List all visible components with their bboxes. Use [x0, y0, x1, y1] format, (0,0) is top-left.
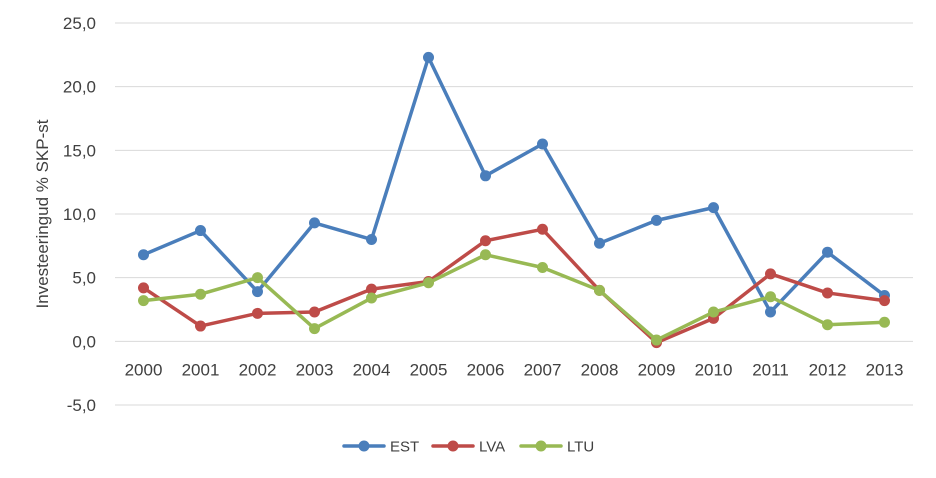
x-tick-label: 2002 — [239, 360, 277, 379]
legend-item-lva: LVA — [431, 439, 505, 456]
gridlines — [115, 22, 913, 406]
legend-label-lva: LVA — [479, 439, 505, 456]
series-est — [138, 51, 890, 318]
x-tick-label: 2010 — [695, 360, 733, 379]
data-point-lva — [195, 320, 206, 332]
data-point-ltu — [480, 249, 491, 261]
y-tick-label: 10,0 — [63, 205, 96, 224]
x-tick-label: 2005 — [410, 360, 448, 379]
data-point-est — [651, 214, 662, 226]
y-tick-label: 5,0 — [72, 269, 96, 288]
series-line-est — [141, 55, 887, 314]
data-point-ltu — [423, 277, 434, 289]
data-point-est — [537, 138, 548, 150]
x-axis-ticks: 2000 2001 2002 2003 2004 2005 2006 2007 2008 2009… — [125, 360, 904, 379]
data-point-est — [594, 237, 605, 249]
data-point-lva — [879, 295, 890, 307]
data-point-ltu — [879, 316, 890, 328]
data-point-ltu — [651, 334, 662, 346]
y-axis-ticks: -5,0 0,0 5,0 10,0 15,0 20,0 25,0 — [63, 14, 96, 415]
data-point-est — [138, 249, 149, 261]
data-point-ltu — [195, 288, 206, 300]
x-tick-label: 2000 — [125, 360, 163, 379]
data-point-ltu — [309, 323, 320, 335]
series-line-lva — [141, 227, 887, 345]
data-point-lva — [309, 306, 320, 318]
x-tick-label: 2007 — [524, 360, 562, 379]
legend: EST LVA LTU — [342, 439, 594, 456]
data-point-est — [423, 51, 434, 63]
data-point-est — [309, 217, 320, 229]
data-point-ltu — [537, 261, 548, 273]
data-point-ltu — [138, 295, 149, 307]
y-axis-title: Investeeringud % SKP-st — [33, 119, 52, 308]
data-point-ltu — [708, 306, 719, 318]
data-point-lva — [822, 287, 833, 299]
legend-label-ltu: LTU — [567, 439, 594, 456]
y-tick-label: 15,0 — [63, 141, 96, 160]
data-point-est — [822, 246, 833, 258]
x-tick-label: 2011 — [752, 360, 789, 379]
data-point-est — [366, 233, 377, 245]
legend-marker-est — [358, 440, 370, 452]
data-point-est — [480, 170, 491, 182]
x-tick-label: 2012 — [809, 360, 847, 379]
x-tick-label: 2006 — [467, 360, 505, 379]
data-point-lva — [480, 235, 491, 247]
series — [138, 51, 890, 349]
series-ltu — [138, 249, 890, 346]
data-point-ltu — [252, 272, 263, 284]
data-point-lva — [765, 268, 776, 280]
series-line-ltu — [141, 252, 887, 342]
data-point-ltu — [765, 291, 776, 303]
x-tick-label: 2008 — [581, 360, 619, 379]
data-point-lva — [252, 307, 263, 319]
legend-item-ltu: LTU — [519, 439, 594, 456]
legend-marker-lva — [447, 440, 459, 452]
y-tick-label: 0,0 — [72, 332, 96, 351]
data-point-ltu — [594, 284, 605, 296]
legend-label-est: EST — [390, 439, 419, 456]
data-point-ltu — [822, 319, 833, 331]
legend-marker-ltu — [535, 440, 547, 452]
data-point-lva — [537, 223, 548, 235]
data-point-est — [708, 202, 719, 214]
data-point-lva — [138, 282, 149, 294]
x-tick-label: 2003 — [296, 360, 334, 379]
x-tick-label: 2001 — [182, 360, 220, 379]
x-tick-label: 2013 — [866, 360, 904, 379]
x-tick-label: 2004 — [353, 360, 391, 379]
y-tick-label: 25,0 — [63, 14, 96, 33]
data-point-est — [765, 306, 776, 318]
data-point-lva — [366, 283, 377, 295]
x-tick-label: 2009 — [638, 360, 676, 379]
legend-item-est: EST — [342, 439, 419, 456]
data-point-est — [195, 225, 206, 237]
data-point-ltu — [366, 292, 377, 304]
y-tick-label: 20,0 — [63, 78, 96, 97]
data-point-est — [252, 286, 263, 298]
y-tick-label: -5,0 — [67, 396, 96, 415]
